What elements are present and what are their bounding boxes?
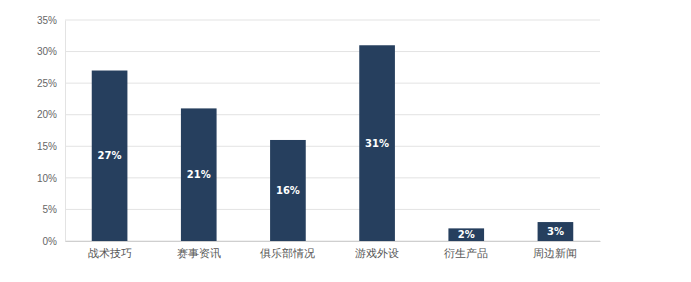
y-tick-label: 30%	[37, 46, 57, 57]
x-axis-line	[66, 241, 601, 242]
y-tick-label: 25%	[37, 78, 57, 89]
grid-line	[65, 146, 600, 147]
y-tick-label: 10%	[37, 173, 57, 184]
x-tick-label: 衍生产品	[444, 247, 488, 259]
grid	[65, 20, 600, 241]
x-tick-label: 俱乐部情况	[260, 247, 315, 259]
bar	[448, 228, 484, 241]
grid-line	[65, 51, 600, 52]
x-tick: 周边新闻	[533, 241, 577, 259]
y-tick: 25%	[37, 78, 65, 89]
y-tick: 5%	[43, 204, 65, 215]
x-tick: 赛事资讯	[177, 241, 221, 259]
y-tick: 0%	[43, 236, 65, 247]
data-label: 31%	[365, 138, 389, 149]
y-axis: 0% 5% 10% 15% 20% 25% 30% 35%	[37, 15, 66, 247]
y-tick: 10%	[37, 173, 65, 184]
grid-line	[65, 241, 600, 242]
x-axis: 战术技巧 赛事资讯 俱乐部情况 游戏外设 衍生产品 周边新闻	[66, 241, 601, 259]
grid-line	[65, 177, 600, 178]
bar	[538, 222, 574, 241]
data-label: 3%	[547, 226, 564, 237]
bar	[270, 140, 306, 241]
x-tick-label: 赛事资讯	[177, 247, 221, 259]
x-tick: 游戏外设	[355, 241, 399, 259]
grid-line	[65, 83, 600, 84]
grid-line	[65, 209, 600, 210]
data-label: 2%	[458, 229, 475, 240]
y-axis-line	[65, 21, 66, 242]
x-tick-label: 周边新闻	[533, 247, 577, 259]
bar	[181, 108, 217, 241]
y-tick-label: 5%	[43, 204, 58, 215]
data-labels: 27% 21% 16% 31% 2% 3%	[98, 138, 564, 241]
y-tick: 20%	[37, 109, 65, 120]
y-tick: 35%	[37, 15, 65, 26]
y-tick-label: 20%	[37, 109, 57, 120]
y-tick: 30%	[37, 46, 65, 57]
plot: 0% 5% 10% 15% 20% 25% 30% 35% 战术技巧 赛事资讯 俱乐部情况 游戏外设 衍…	[37, 15, 601, 259]
y-tick-label: 0%	[43, 236, 58, 247]
x-tick: 战术技巧	[88, 241, 132, 259]
y-tick: 15%	[37, 141, 65, 152]
chart: 0% 5% 10% 15% 20% 25% 30% 35% 战术技巧 赛事资讯 俱乐部情况 游戏外设 衍…	[0, 0, 691, 282]
data-label: 27%	[98, 150, 122, 161]
data-label: 21%	[187, 169, 211, 180]
y-tick-label: 15%	[37, 141, 57, 152]
bars	[92, 45, 574, 241]
y-tick-label: 35%	[37, 15, 57, 26]
x-tick: 衍生产品	[444, 241, 488, 259]
x-tick-label: 战术技巧	[88, 247, 132, 259]
grid-line	[65, 20, 600, 21]
bar	[92, 71, 128, 241]
x-tick: 俱乐部情况	[260, 241, 315, 259]
bar	[359, 45, 395, 241]
x-tick-label: 游戏外设	[355, 247, 399, 259]
data-label: 16%	[276, 185, 300, 196]
grid-line	[65, 114, 600, 115]
